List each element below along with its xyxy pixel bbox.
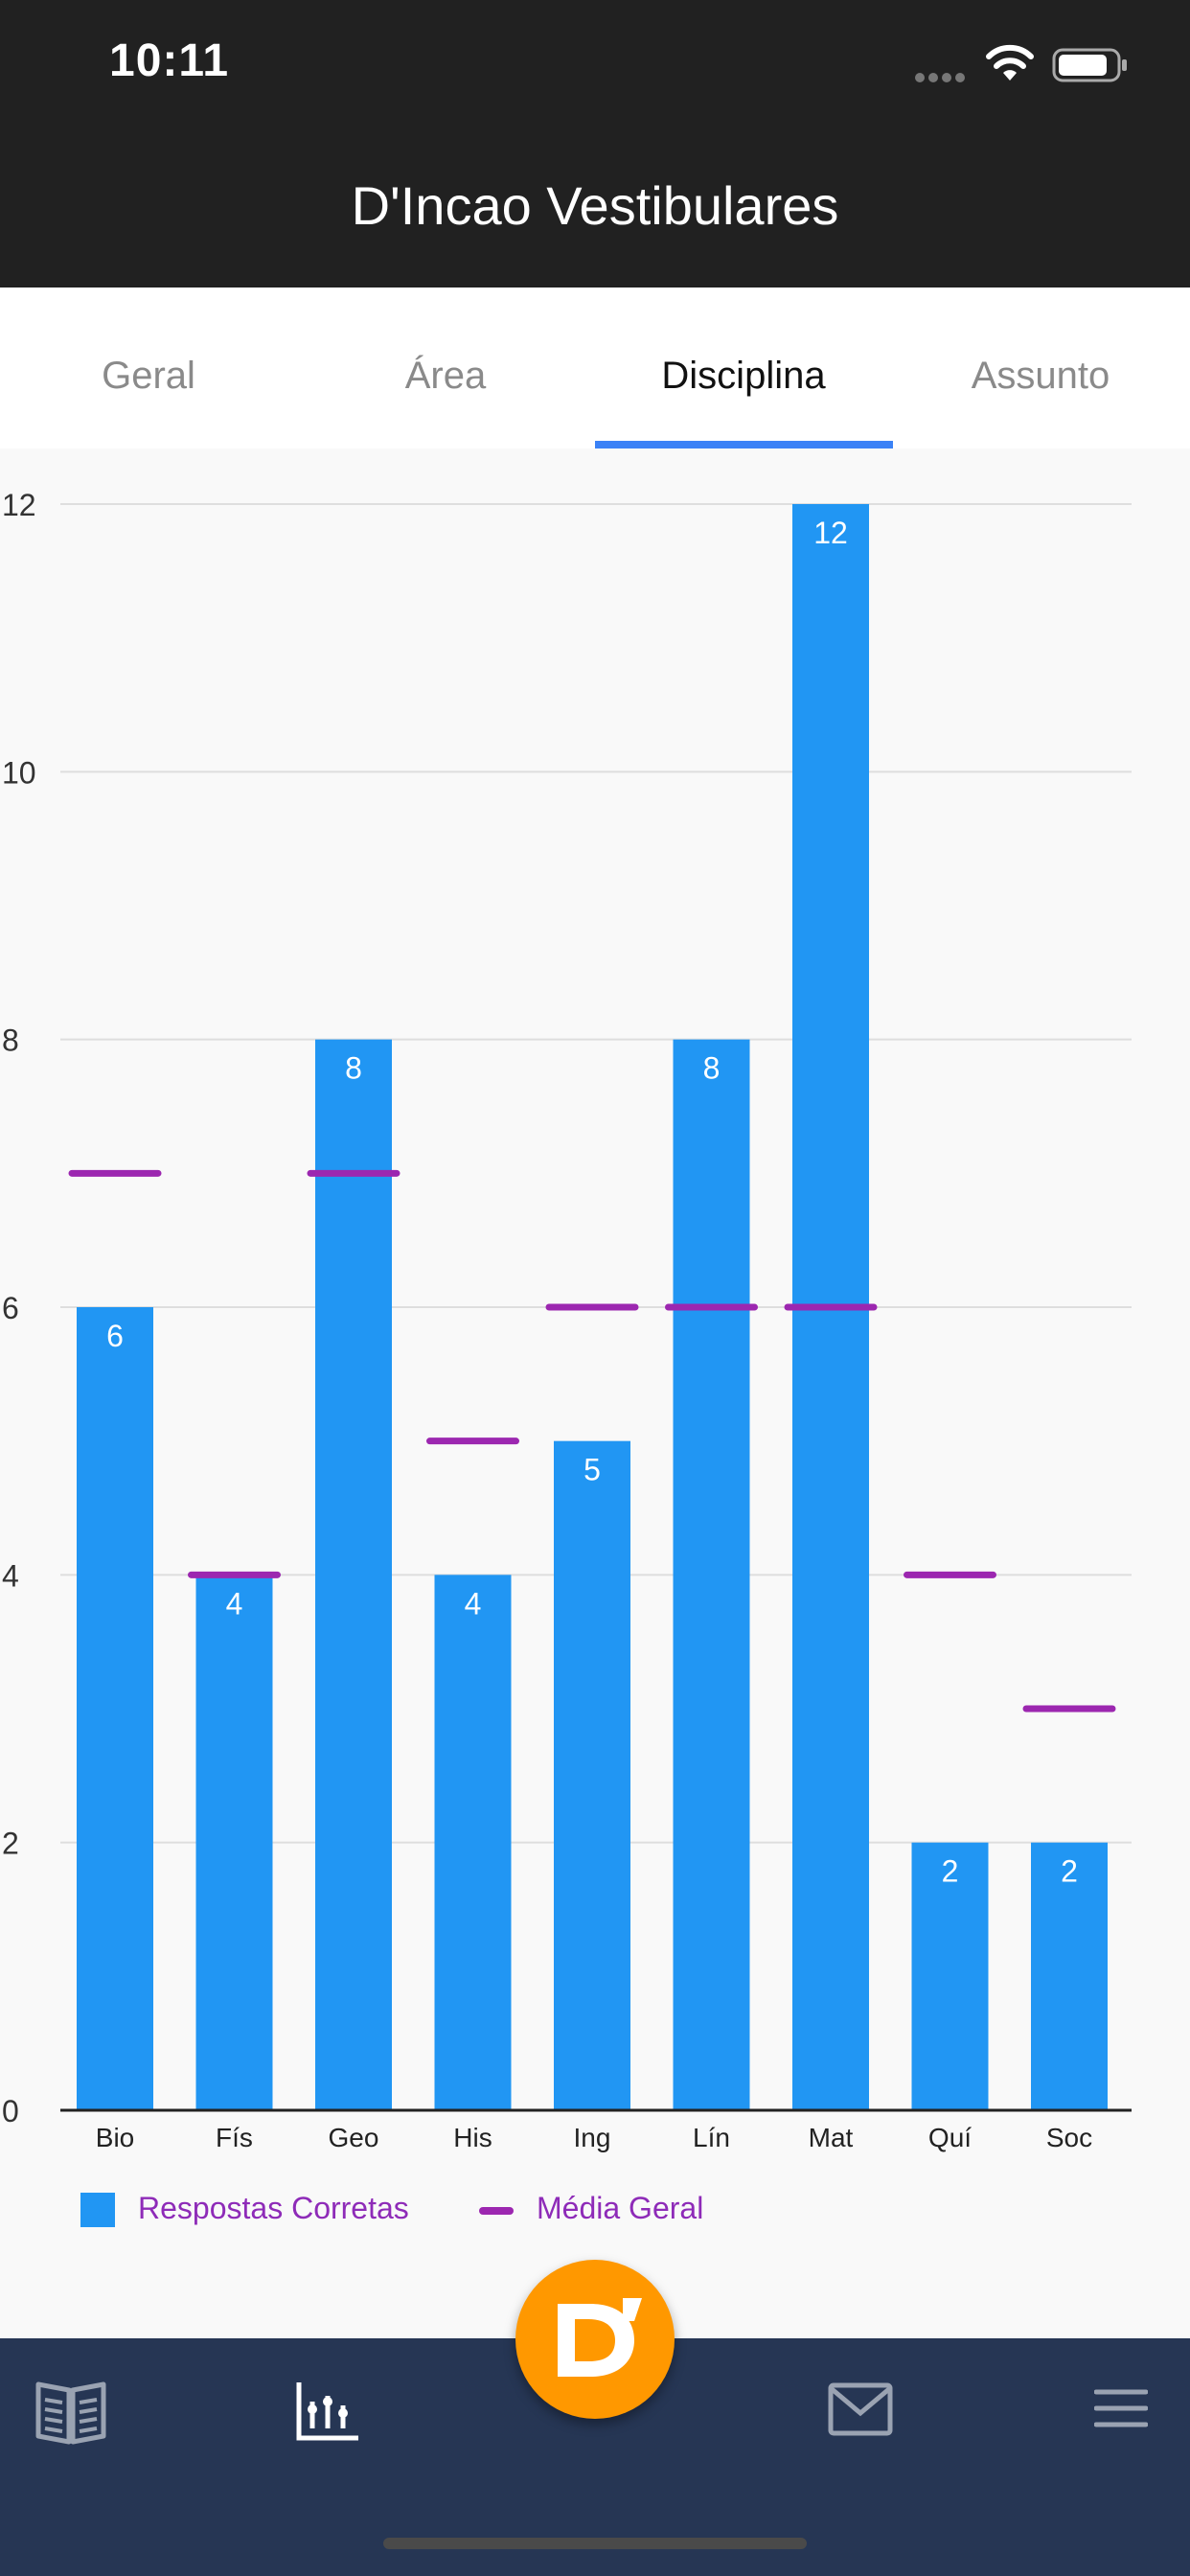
tab-assunto[interactable]: Assunto bbox=[971, 355, 1110, 397]
x-tick-label: Lín bbox=[693, 2123, 730, 2152]
x-tick-label: Soc bbox=[1046, 2123, 1092, 2152]
bar-value-label: 8 bbox=[703, 1051, 721, 1086]
wifi-icon bbox=[986, 44, 1034, 80]
bar-chart: 0 2 4 6 8 10 12 6 Bio 4 Fís 8 Geo 4 His 5 Ing 8 Lín 12 Mat 2 Q… bbox=[2, 488, 1132, 2152]
bar bbox=[195, 1575, 273, 2110]
cellular-signal-icon bbox=[915, 70, 973, 82]
status-bar: 10:11 bbox=[0, 0, 1190, 125]
dincao-logo-icon bbox=[558, 2298, 642, 2377]
legend-label-bars: Respostas Corretas bbox=[138, 2191, 409, 2225]
book-icon[interactable] bbox=[34, 2375, 107, 2446]
y-tick-label: 8 bbox=[2, 1024, 19, 1058]
bar-value-label: 12 bbox=[813, 516, 848, 550]
x-tick-label: Bio bbox=[96, 2123, 134, 2152]
x-tick-label: Quí bbox=[928, 2123, 972, 2152]
y-tick-label: 12 bbox=[2, 488, 36, 522]
bar bbox=[673, 1039, 750, 2110]
x-tick-label: Mat bbox=[809, 2123, 854, 2152]
y-tick-label: 4 bbox=[2, 1558, 19, 1593]
tab-bar: Geral Área Disciplina Assunto bbox=[0, 288, 1190, 448]
page-title: D'Incao Vestibulares bbox=[351, 175, 839, 236]
bar-value-label: 5 bbox=[584, 1453, 601, 1487]
bar-value-label: 2 bbox=[942, 1854, 959, 1889]
legend-label-average: Média Geral bbox=[537, 2191, 704, 2225]
tab-disciplina[interactable]: Disciplina bbox=[661, 355, 826, 397]
bar-value-label: 6 bbox=[106, 1319, 124, 1353]
bar-value-label: 4 bbox=[465, 1586, 482, 1621]
y-tick-label: 2 bbox=[2, 1827, 19, 1861]
legend-swatch-bars bbox=[80, 2193, 115, 2227]
bar-value-label: 4 bbox=[226, 1586, 243, 1621]
bar bbox=[911, 1842, 989, 2110]
bar bbox=[315, 1039, 392, 2110]
tab-area[interactable]: Área bbox=[404, 355, 487, 397]
chart-area: 0 2 4 6 8 10 12 6 Bio 4 Fís 8 Geo 4 His 5 Ing 8 Lín 12 Mat 2 Q… bbox=[0, 448, 1190, 2338]
tab-geral[interactable]: Geral bbox=[102, 355, 195, 397]
bar bbox=[554, 1440, 630, 2110]
bar bbox=[77, 1307, 153, 2110]
bar bbox=[1031, 1842, 1108, 2110]
tab-indicator bbox=[595, 441, 893, 448]
y-tick-label: 10 bbox=[2, 755, 36, 790]
battery-icon bbox=[1052, 48, 1127, 82]
chart-icon[interactable] bbox=[295, 2380, 362, 2442]
home-indicator bbox=[383, 2538, 807, 2549]
bar bbox=[434, 1575, 512, 2110]
x-tick-label: Ing bbox=[574, 2123, 611, 2152]
y-tick-label: 6 bbox=[2, 1291, 19, 1325]
x-tick-label: Geo bbox=[329, 2123, 379, 2152]
bar-value-label: 2 bbox=[1061, 1854, 1078, 1889]
status-time: 10:11 bbox=[109, 35, 230, 86]
legend-swatch-average bbox=[479, 2207, 514, 2215]
y-tick-label: 0 bbox=[2, 2094, 19, 2128]
x-tick-label: Fís bbox=[216, 2123, 253, 2152]
x-tick-label: His bbox=[453, 2123, 492, 2152]
menu-icon[interactable] bbox=[1094, 2388, 1148, 2428]
fab-home-button[interactable] bbox=[515, 2260, 675, 2419]
app-header: D'Incao Vestibulares bbox=[0, 125, 1190, 288]
mail-icon[interactable] bbox=[828, 2382, 893, 2436]
bar-value-label: 8 bbox=[345, 1051, 362, 1086]
